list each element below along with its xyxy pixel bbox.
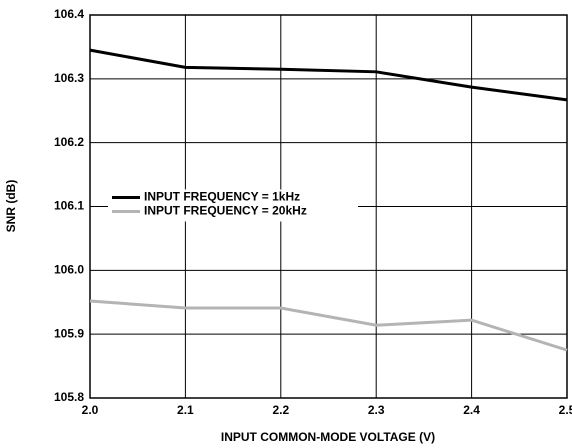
- plot-frame: [89, 14, 568, 399]
- x-tick-label: 2.0: [82, 403, 99, 417]
- x-tick-label: 2.1: [177, 403, 194, 417]
- y-axis-label: SNR (dB): [4, 180, 18, 233]
- x-tick-label: 2.2: [272, 403, 289, 417]
- x-axis-label: INPUT COMMON-MODE VOLTAGE (V): [221, 430, 435, 444]
- y-tick-label: 106.1: [54, 199, 84, 213]
- y-tick-label: 106.0: [54, 263, 84, 277]
- y-tick-label: 105.9: [54, 326, 84, 340]
- legend-background: [108, 189, 358, 222]
- x-tick-label: 2.4: [463, 403, 480, 417]
- x-tick-label: 2.5: [559, 403, 572, 417]
- legend-label: INPUT FREQUENCY = 20kHz: [144, 204, 307, 218]
- x-tick-label: 2.3: [368, 403, 385, 417]
- y-tick-label: 106.3: [54, 71, 84, 85]
- data-line: [89, 48, 568, 102]
- legend-label: INPUT FREQUENCY = 1kHz: [144, 190, 300, 204]
- y-tick-label: 106.4: [54, 7, 84, 21]
- data-line: [89, 299, 568, 352]
- y-tick-label: 106.2: [54, 135, 84, 149]
- y-tick-label: 105.8: [54, 390, 84, 404]
